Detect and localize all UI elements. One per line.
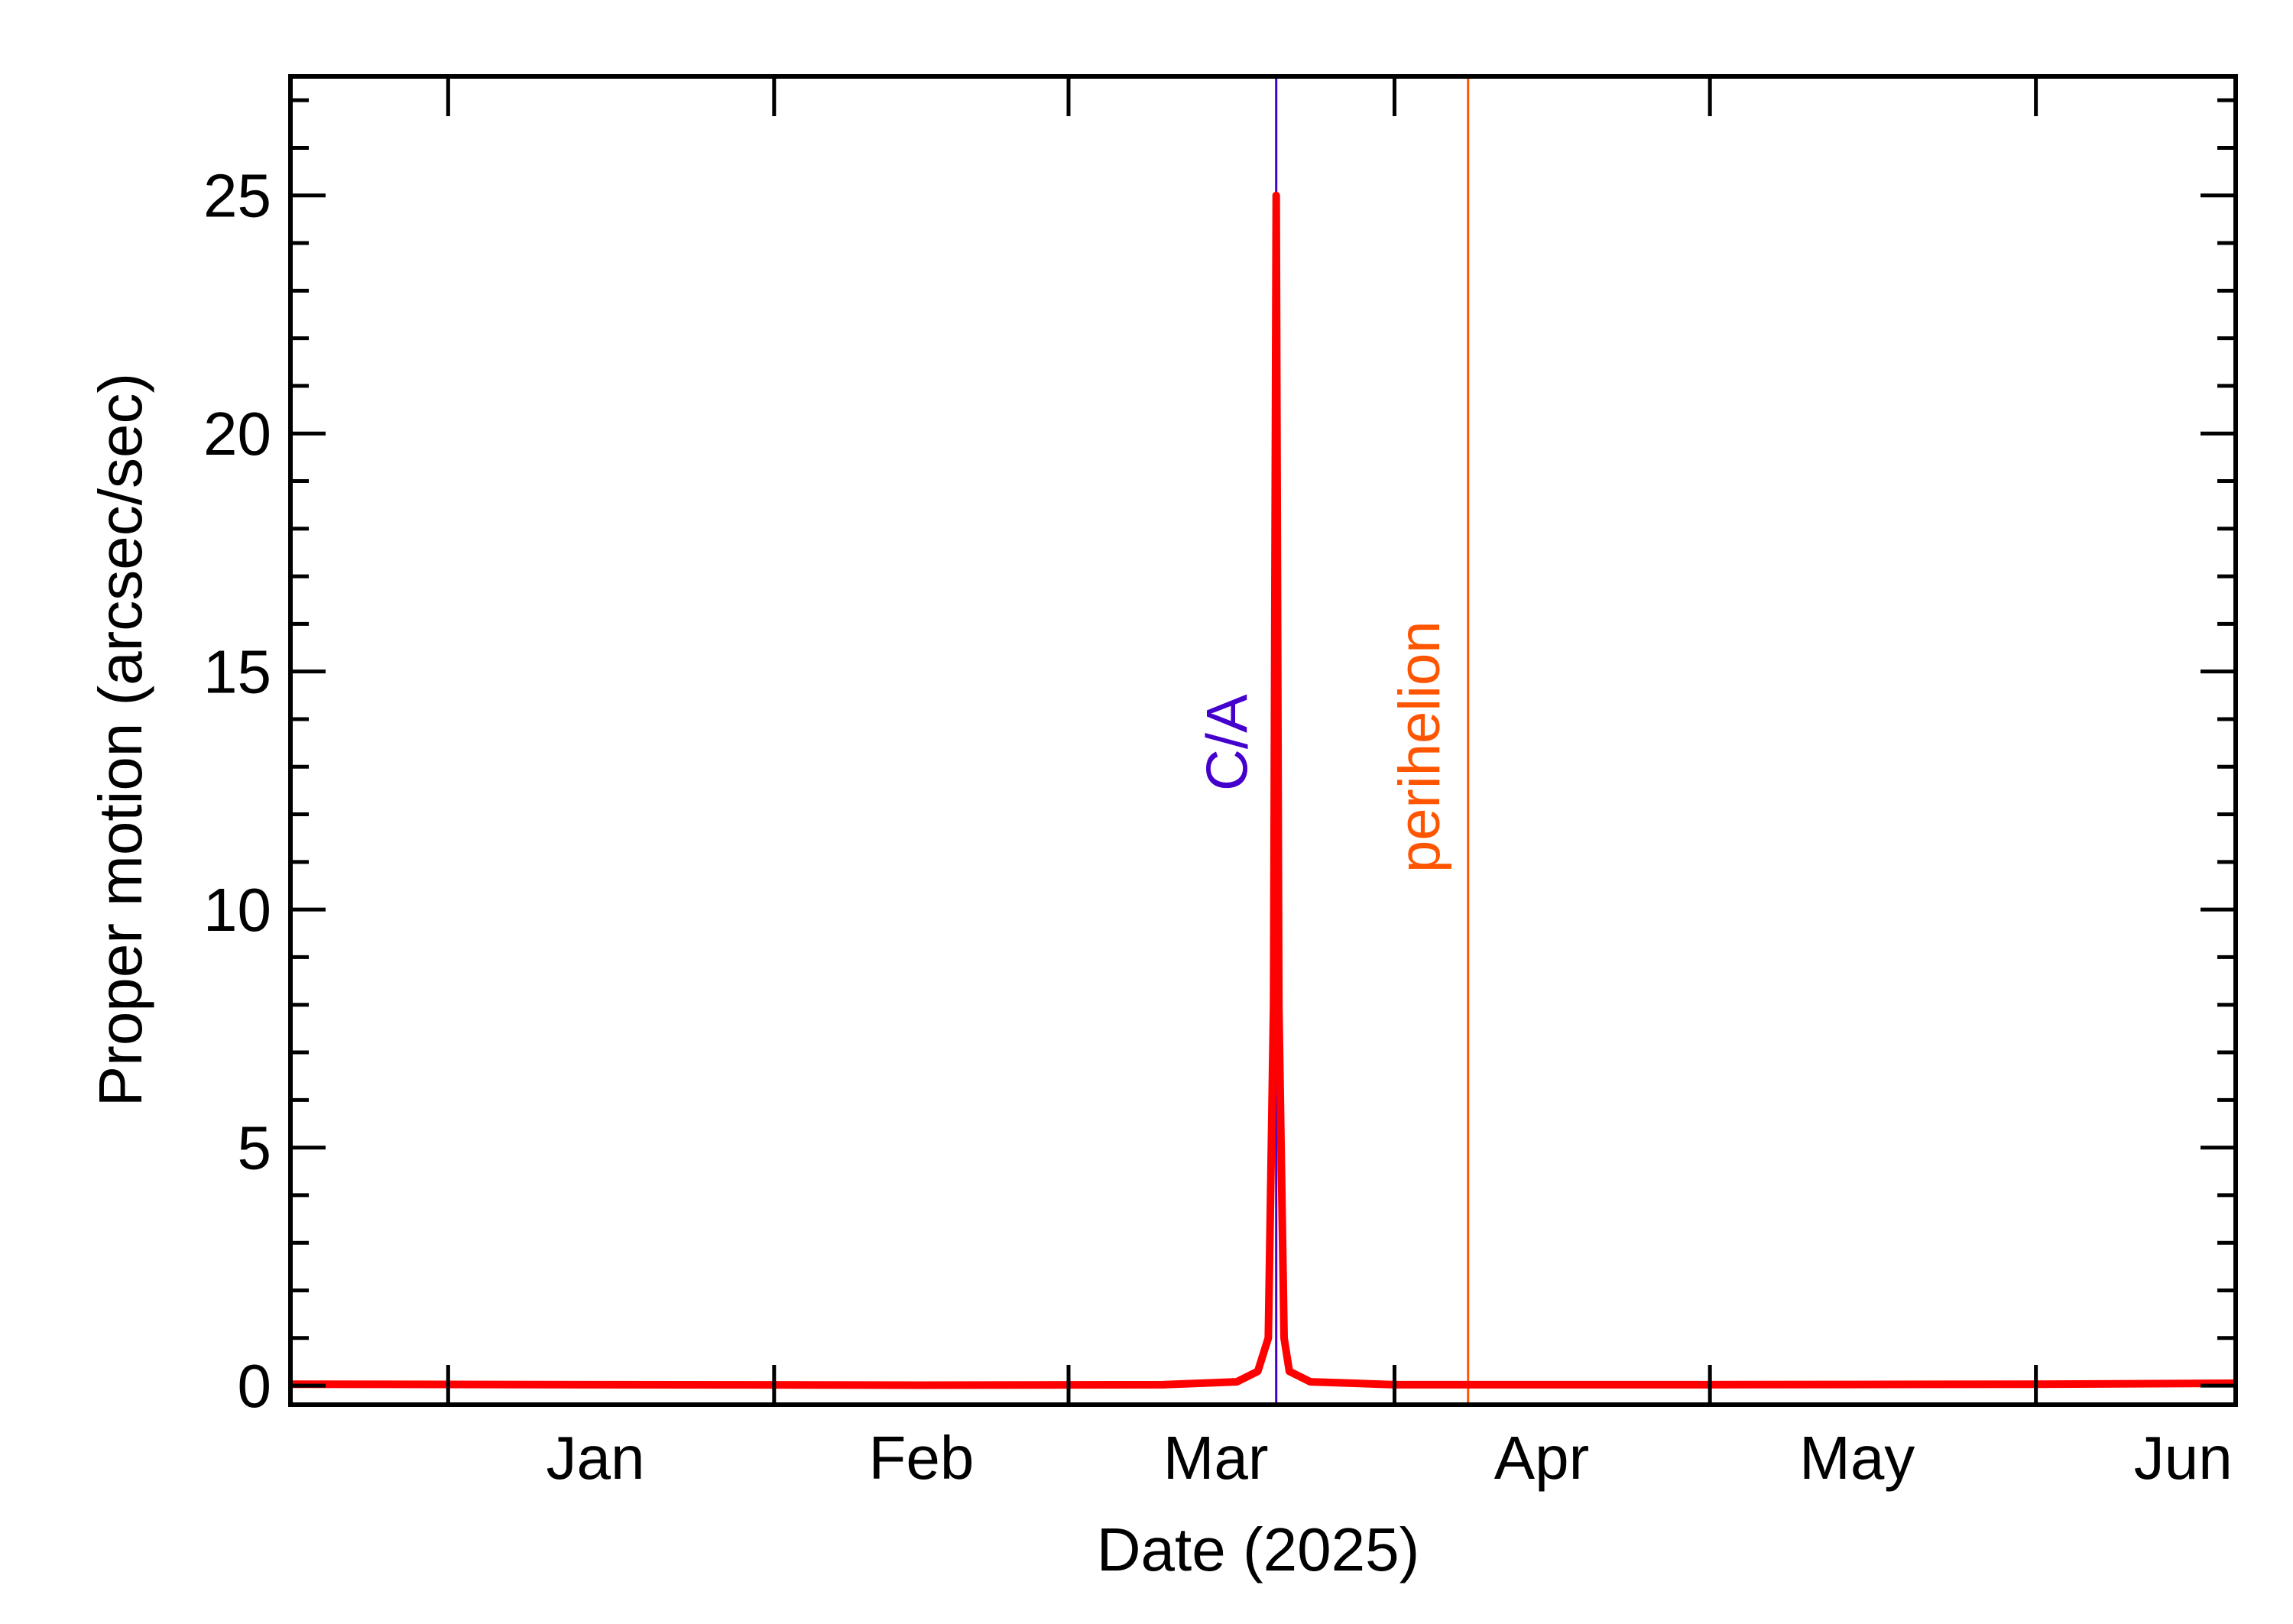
y-tick-label: 5 — [238, 1114, 272, 1182]
y-tick-label: 25 — [203, 162, 271, 230]
x-tick-label: Jan — [546, 1424, 644, 1492]
y-tick-label: 15 — [203, 638, 271, 706]
x-tick-label: Feb — [868, 1424, 974, 1492]
x-tick-label: Jun — [2134, 1424, 2233, 1492]
x-axis-title: Date (2025) — [1097, 1515, 1419, 1583]
plot-content — [290, 76, 2236, 1405]
y-tick-label: 10 — [203, 876, 271, 944]
event-label-c-a: C/A — [1195, 694, 1260, 791]
x-tick-label: Mar — [1163, 1424, 1269, 1492]
data-series-line — [290, 191, 2236, 1389]
event-label-perihelion: perihelion — [1387, 621, 1452, 873]
plot-frame — [288, 74, 2238, 1407]
y-axis-title: Proper motion (arcsec/sec) — [86, 373, 154, 1107]
x-tick-label: May — [1799, 1424, 1915, 1492]
axis-ticks — [290, 76, 2236, 1405]
y-tick-label: 20 — [203, 400, 271, 468]
x-tick-label: Apr — [1494, 1424, 1590, 1492]
axis-labels: C/A perihelion 0 5 10 15 20 25 Jan Feb Mar Apr May Ju… — [203, 162, 2233, 1492]
y-tick-label: 0 — [238, 1352, 272, 1420]
